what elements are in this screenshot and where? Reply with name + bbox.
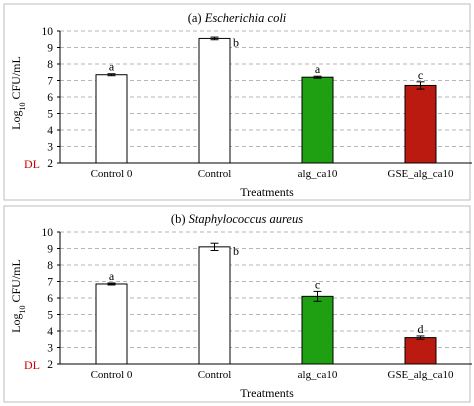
panel-a-significance-label-1: a [109, 60, 115, 74]
panel-a-title: (a) Escherichia coli [188, 11, 287, 25]
panel-b-bar-3 [301, 295, 334, 365]
panel-b-title: (b) Staphylococcus aureus [171, 212, 303, 226]
panel-b: (b) Staphylococcus aureus Log10 CFU/mL D… [3, 205, 472, 403]
panel-b-category-label-2: Control [198, 369, 232, 381]
panel-b-ytick-label: 7 [47, 277, 53, 289]
panel-b-bar-2 [198, 246, 231, 365]
panel-b-ytick-label: 2 [47, 359, 53, 371]
panel-b-significance-label-2: b [233, 244, 239, 258]
panel-a-ytick-label: 4 [47, 125, 53, 137]
panel-a: (a) Escherichia coli Log10 CFU/mL DL Tre… [3, 3, 472, 201]
panel-a-ytick-label: 9 [47, 43, 53, 55]
panel-a-significance-label-3: a [315, 62, 321, 76]
panel-a-category-label-2: Control [198, 168, 232, 180]
panel-b-ylabel: Log10 CFU/mL [9, 259, 27, 333]
panel-a-ytick-label: 7 [47, 76, 53, 88]
panel-b-ytick-label: 10 [42, 227, 54, 239]
panel-a-ytick-label: 2 [47, 158, 53, 170]
panel-a-bar-1 [95, 74, 128, 164]
panel-a-bar-4 [404, 84, 437, 164]
panel-b-detection-limit-label: DL [24, 358, 40, 372]
panel-b-bar-4 [404, 337, 437, 365]
panel-a-ytick-label: 3 [47, 142, 53, 154]
panel-b-ytick-label: 5 [47, 310, 53, 322]
panel-a-bar-2 [198, 37, 231, 164]
panel-b-ytick-label: 3 [47, 343, 53, 355]
panel-a-ytick-label: 6 [47, 92, 53, 104]
panel-a-ytick-label: 8 [47, 59, 53, 71]
panel-b-ytick-label: 8 [47, 260, 53, 272]
panel-b-ytick-label: 4 [47, 326, 53, 338]
panel-a-bar-3 [301, 76, 334, 164]
panel-a-ytick-label: 10 [42, 26, 54, 38]
panel-a-ytick-label: 5 [47, 109, 53, 121]
panel-b-category-label-1: Control 0 [91, 369, 133, 381]
panel-a-significance-label-2: b [233, 35, 239, 49]
panel-b-significance-label-1: a [109, 269, 115, 283]
panel-b-significance-label-4: d [418, 322, 424, 336]
panel-b-category-label-3: alg_ca10 [298, 369, 338, 381]
panel-a-detection-limit-label: DL [24, 157, 40, 171]
panel-b-ytick-label: 6 [47, 293, 53, 305]
panel-b-ytick-label: 9 [47, 244, 53, 256]
panel-a-category-label-1: Control 0 [91, 168, 133, 180]
panel-b-plot-area: 2 3 4 5 6 7 8 9 10 a Control 0 b Control c alg_ca10 d GS… [42, 227, 472, 381]
panel-a-plot-area: 2 3 4 5 6 7 8 9 10 a Control 0 b Control a alg_ca10 c GS… [42, 26, 472, 180]
panel-b-category-label-4: GSE_alg_ca10 [388, 369, 454, 381]
panel-a-significance-label-4: c [418, 68, 423, 82]
panel-a-frame [3, 3, 471, 201]
panel-a-category-label-4: GSE_alg_ca10 [388, 168, 454, 180]
panel-b-bar-1 [95, 283, 128, 365]
panel-b-significance-label-3: c [315, 277, 320, 291]
panel-a-xlabel: Treatments [240, 185, 294, 199]
panel-b-xlabel: Treatments [240, 386, 294, 400]
panel-a-ylabel: Log10 CFU/mL [9, 56, 27, 130]
panel-a-category-label-3: alg_ca10 [298, 168, 338, 180]
panel-b-frame [3, 205, 471, 403]
